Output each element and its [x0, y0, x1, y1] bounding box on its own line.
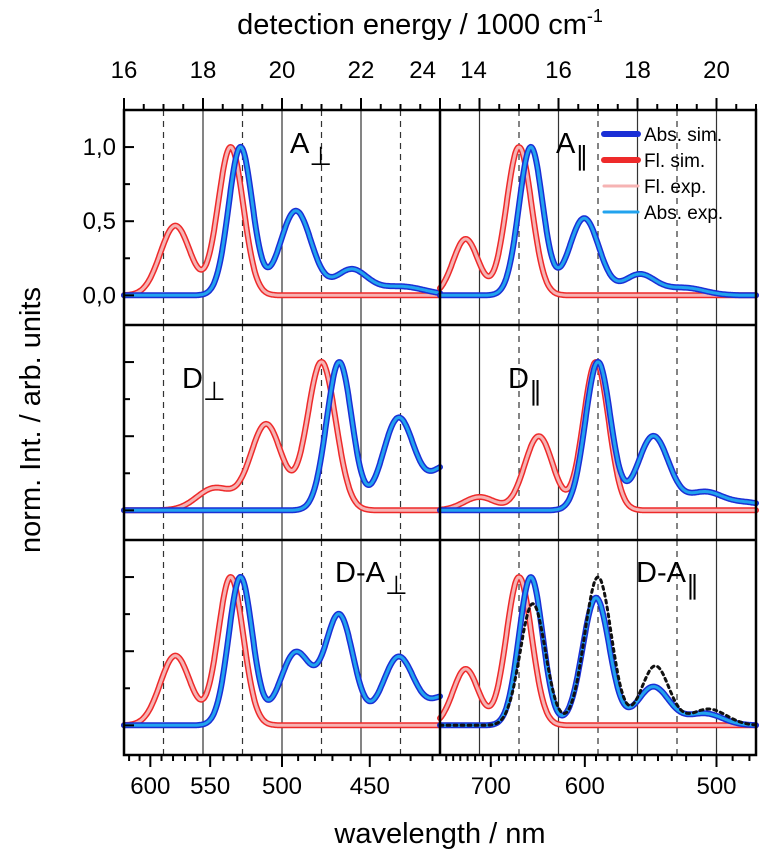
panel-label: D∥ [508, 363, 542, 406]
top-tick-label: 16 [111, 57, 138, 84]
bottom-tick-label: 550 [190, 773, 230, 800]
top-tick-label: 18 [190, 57, 217, 84]
top-axis-title: detection energy / 1000 cm-1 [237, 6, 603, 41]
abs-exp-curve [438, 145, 758, 297]
legend-label-fl-exp: Fl. exp. [644, 177, 706, 198]
top-tick-label: 16 [545, 57, 572, 84]
bottom-axis-title: wavelength / nm [333, 818, 545, 850]
bottom-tick-label: 700 [471, 773, 511, 800]
fl-exp-curve [438, 575, 758, 727]
top-tick-label: 14 [460, 57, 487, 84]
panel-label: D-A⊥ [335, 557, 408, 600]
top-tick-label: 20 [703, 57, 730, 84]
legend-label-abs-exp: Abs. exp. [644, 203, 723, 224]
abs-exp-curve [122, 360, 442, 512]
abs-exp-curve [122, 575, 442, 727]
bottom-tick-label: 500 [262, 773, 302, 800]
panel-label: A⊥ [290, 128, 332, 171]
top-tick-label: 22 [348, 57, 375, 84]
bottom-tick-label: 500 [696, 773, 736, 800]
top-tick-label: 20 [269, 57, 296, 84]
y-tick-label: 1,0 [83, 134, 116, 161]
fl-exp-curve [122, 145, 442, 297]
panel-label: A∥ [556, 128, 588, 171]
bottom-tick-label: 450 [350, 773, 390, 800]
fl-exp-curve [438, 145, 758, 297]
dotted-sim-curve [438, 575, 758, 727]
panel-label: D-A∥ [636, 557, 699, 600]
legend-label-fl-sim: Fl. sim. [644, 151, 705, 172]
top-tick-label: 24 [409, 57, 436, 84]
abs-exp-curve [122, 145, 442, 297]
fl-exp-curve [122, 575, 442, 727]
y-tick-label: 0,0 [83, 282, 116, 309]
y-tick-label: 0,5 [83, 208, 116, 235]
abs-exp-curve [438, 360, 758, 512]
curves [121, 143, 759, 729]
top-tick-label: 18 [624, 57, 651, 84]
axis-ticks: 1,0 0,5 0,0 16 18 20 22 24 14 16 18 20 600 550 500 450 7… [83, 57, 757, 800]
legend-label-abs-sim: Abs. sim. [644, 125, 722, 146]
bottom-tick-label: 600 [565, 773, 605, 800]
panel-labels: A⊥ A∥ D⊥ D∥ D-A⊥ D-A∥ [182, 128, 699, 600]
y-axis-title: norm. Int. / arb. units [15, 287, 47, 553]
legend: Abs. sim. Fl. sim. Fl. exp. Abs. exp. [601, 125, 723, 224]
bottom-tick-label: 600 [130, 773, 170, 800]
panel-label: D⊥ [182, 363, 226, 406]
